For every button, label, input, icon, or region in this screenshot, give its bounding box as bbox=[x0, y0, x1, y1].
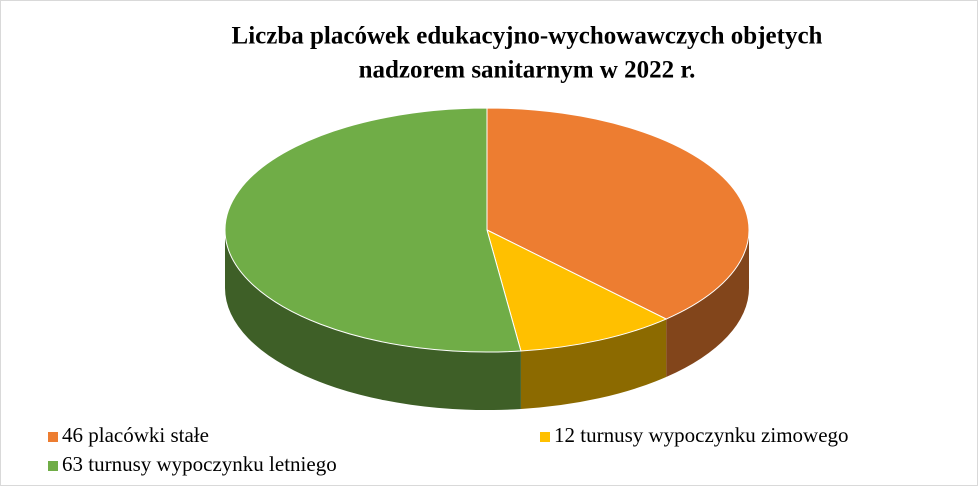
legend-swatch bbox=[48, 461, 58, 471]
pie-slice-side bbox=[520, 319, 667, 409]
pie-slice bbox=[486, 229, 668, 352]
chart-title: nadzorem sanitarnym w 2022 r. bbox=[359, 57, 696, 84]
pie-slice bbox=[224, 107, 522, 353]
legend-swatch bbox=[48, 432, 58, 442]
legend-label: 46 placówki stałe bbox=[62, 423, 209, 447]
pie-slice-side bbox=[666, 230, 749, 378]
chart-title: Liczba placówek edukacyjno-wychowawczych… bbox=[232, 23, 823, 50]
pie-slice bbox=[486, 107, 750, 320]
legend-label: 12 turnusy wypoczynku zimowego bbox=[554, 423, 849, 447]
pie-slice-side bbox=[225, 230, 521, 410]
legend-swatch bbox=[540, 432, 550, 442]
legend-label: 63 turnusy wypoczynku letniego bbox=[62, 452, 337, 476]
